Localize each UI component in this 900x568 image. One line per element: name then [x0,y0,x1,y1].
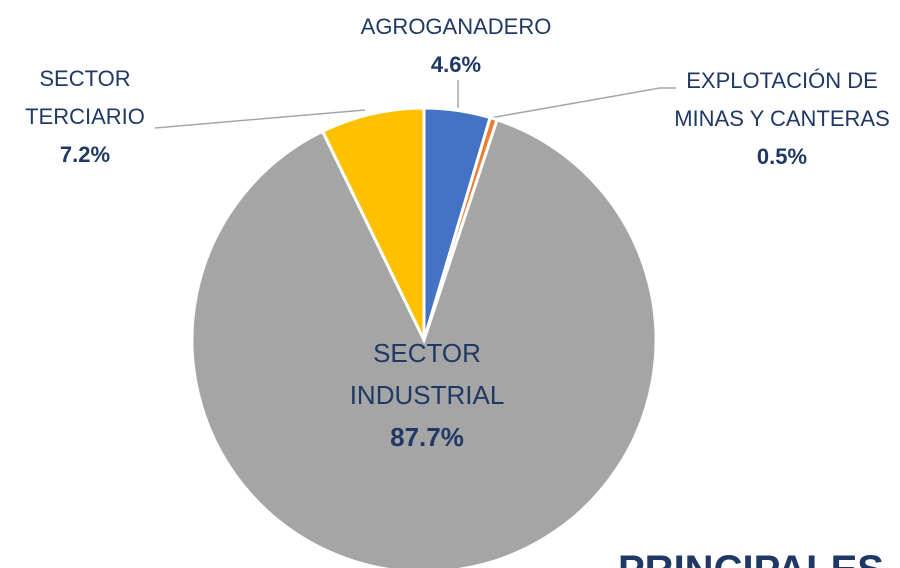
category-label: AGROGANADERO [360,14,552,39]
slice-label: SECTOR INDUSTRIAL 87.7% [307,332,547,458]
category-label: EXPLOTACIÓN DE MINAS Y CANTERAS [674,68,890,131]
value-label: 4.6% [430,52,482,77]
leader-line [489,87,676,119]
pie-slice [320,106,426,341]
pie-slice [190,117,658,568]
leader-line [154,109,366,129]
value-label: 87.7% [390,422,464,452]
slice-label: EXPLOTACIÓN DE MINAS Y CANTERAS 0.5% [662,62,900,176]
category-label: SECTOR TERCIARIO [25,66,145,129]
value-label: 0.5% [756,144,808,169]
value-label: 7.2% [59,142,111,167]
slice-label: SECTOR TERCIARIO 7.2% [0,60,170,174]
category-label: SECTOR INDUSTRIAL [349,338,505,410]
footer-text: PRINCIPALES [618,546,884,568]
slice-label: AGROGANADERO 4.6% [316,8,596,84]
